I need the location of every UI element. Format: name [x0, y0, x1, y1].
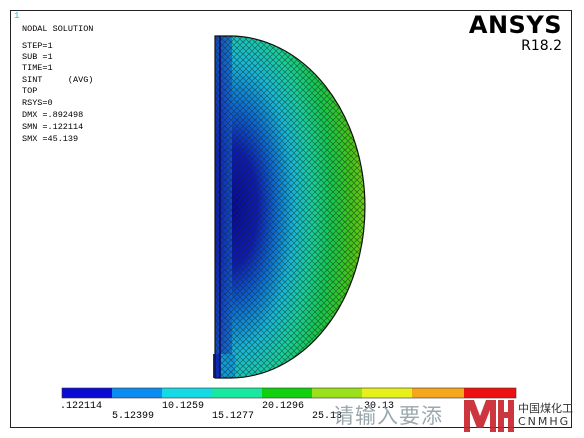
- info-time: TIME=1: [22, 63, 53, 73]
- model-half-disk: [213, 35, 366, 379]
- legend-label-3: 15.1277: [212, 411, 255, 422]
- info-substep: SUB =1: [22, 52, 53, 62]
- info-result-type: SINT (AVG): [22, 75, 94, 85]
- brand-name: ANSYS: [468, 11, 562, 39]
- legend-band-7: [362, 388, 412, 398]
- ansys-logo: ANSYS R18.2: [469, 12, 562, 54]
- info-dmx: DMX =.892498: [22, 110, 84, 120]
- legend-band-2: [112, 388, 162, 398]
- plot-title: NODAL SOLUTION: [22, 24, 94, 34]
- legend-band-3: [162, 388, 212, 398]
- legend-label-2: 10.1259: [162, 401, 205, 412]
- brand-version: R18.2: [521, 38, 562, 54]
- legend-band-5: [262, 388, 312, 398]
- legend-band-8: [412, 388, 464, 398]
- info-smx: SMX =45.139: [22, 134, 79, 144]
- legend-label-4: 20.1296: [262, 401, 305, 412]
- legend-band-1: [62, 388, 112, 398]
- mh-logo-icon: [464, 400, 514, 432]
- info-smn: SMN =.122114: [22, 122, 84, 132]
- legend-label-5: 25.13: [312, 411, 343, 422]
- element-mesh: [215, 36, 365, 378]
- legend-label-min: .122114: [60, 401, 103, 412]
- info-step: STEP=1: [22, 41, 53, 51]
- info-layer: TOP: [22, 86, 38, 96]
- legend-label-1: 5.12399: [112, 411, 155, 422]
- color-legend-bar: [61, 387, 517, 399]
- logo-cn-text: 中国煤化工: [518, 402, 573, 415]
- legend-band-4: [212, 388, 262, 398]
- legend-label-6: 30.13: [364, 401, 395, 412]
- model-outline: [214, 35, 366, 379]
- legend-band-9: [464, 388, 516, 398]
- window-number: 1: [14, 11, 20, 21]
- logo-en-text: CNMHG: [518, 415, 571, 428]
- watermark-text: 请输入要添: [333, 404, 443, 428]
- legend-border: [61, 387, 517, 399]
- legend-band-6: [312, 388, 362, 398]
- info-rsys: RSYS=0: [22, 98, 53, 108]
